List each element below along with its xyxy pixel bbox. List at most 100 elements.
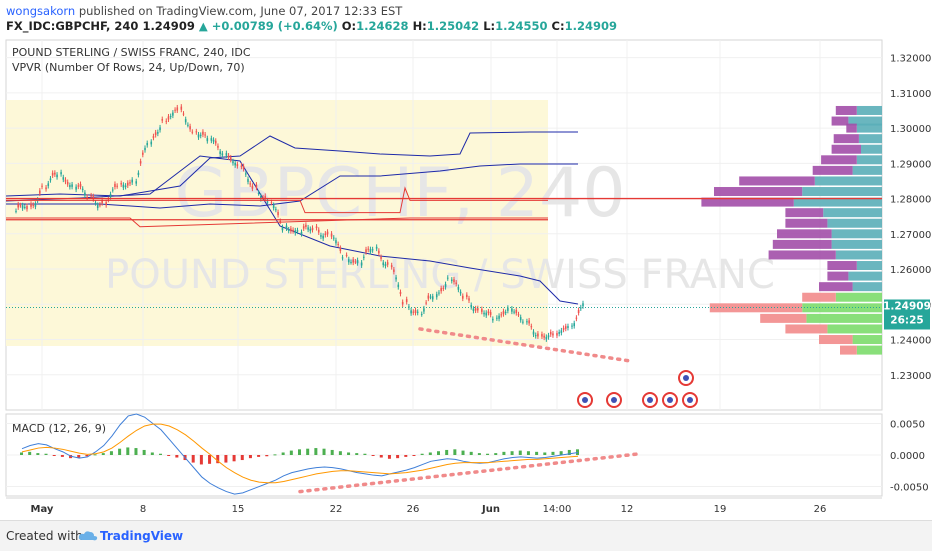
candle-body — [279, 220, 282, 222]
candle-body — [90, 195, 92, 197]
macd-histogram-bar — [461, 450, 465, 455]
candle-body — [440, 288, 442, 292]
tradingview-link[interactable]: TradingView — [100, 529, 184, 543]
candle-body — [446, 277, 449, 279]
candle-body — [552, 333, 554, 336]
candle-body — [442, 287, 445, 289]
event-markers[interactable] — [577, 370, 698, 408]
vpvr-up-bar — [831, 239, 882, 249]
macd-axis[interactable]: 0.0050 0.0000 -0.0050 — [890, 419, 929, 493]
candle-body — [51, 172, 54, 176]
vpvr-up-bar — [802, 303, 882, 313]
price-tick-label: 1.24000 — [890, 336, 931, 347]
candle-body — [210, 138, 213, 141]
candle-body — [131, 179, 133, 183]
vpvr-down-bar — [827, 271, 849, 281]
date-range-highlight[interactable] — [6, 100, 548, 346]
candle-body — [69, 185, 71, 188]
macd-histogram-bar — [28, 451, 32, 455]
candle-body — [322, 235, 324, 239]
candle-body — [146, 143, 149, 146]
vpvr-down-bar — [846, 123, 857, 133]
time-axis[interactable]: May 8 15 22 26 Jun 14:00 12 19 26 — [6, 497, 882, 515]
macd-histogram-bar — [551, 451, 555, 455]
macd-histogram-bar — [232, 455, 236, 462]
macd-histogram-bar — [109, 451, 113, 455]
price-tick-label: 1.30000 — [890, 124, 931, 135]
candle-body — [324, 233, 327, 236]
vpvr-up-bar — [835, 292, 882, 302]
candle-body — [498, 315, 500, 319]
candle-body — [453, 279, 455, 283]
vpvr-down-bar — [785, 208, 824, 218]
candle-body — [547, 335, 550, 338]
macd-histogram-bar — [93, 454, 97, 456]
macd-histogram-bar — [330, 449, 334, 455]
candle-body — [247, 178, 249, 182]
macd-histogram-bar — [44, 453, 48, 455]
candle-body — [116, 185, 118, 187]
macd-histogram-bar — [36, 453, 40, 455]
horizontal-levels[interactable] — [6, 186, 882, 228]
vpvr-up-bar — [856, 261, 882, 271]
macd-tick-label: -0.0050 — [890, 483, 929, 494]
vpvr-down-bar — [819, 282, 853, 292]
candle-body — [305, 224, 307, 227]
candle-body — [272, 204, 275, 209]
macd-histogram-bar — [445, 449, 449, 455]
candle-body — [66, 181, 69, 185]
candle-body — [204, 134, 206, 136]
candle-body — [41, 185, 43, 187]
candle-body — [582, 303, 584, 307]
candle-body — [189, 126, 191, 130]
candle-body — [472, 308, 475, 311]
candle-body — [405, 299, 408, 303]
candle-body — [444, 284, 447, 288]
macd-tick-label: 0.0050 — [890, 419, 925, 430]
vpvr-down-bar — [772, 239, 832, 249]
candle-body — [382, 262, 385, 266]
price-axis[interactable]: 1.32000 1.31000 1.30000 1.29000 1.28000 1.270… — [890, 54, 931, 382]
macd-histogram-bar — [52, 455, 56, 456]
candle-body — [120, 183, 122, 185]
candle-body — [21, 205, 24, 209]
symbol-label: FX_IDC:GBPCHF, 240 — [6, 19, 139, 33]
candle-body — [556, 333, 558, 336]
vpvr-histogram — [701, 105, 882, 355]
macd-histogram-bar — [224, 455, 228, 463]
candle-body — [202, 131, 204, 135]
candle-body — [577, 310, 580, 314]
candle-body — [378, 250, 380, 254]
chart-area[interactable]: GBPCHF, 240 POUND STERLING / SWISS FRANC… — [0, 36, 932, 520]
candle-body — [386, 262, 389, 265]
candle-body — [487, 311, 490, 313]
macd-histogram-bar — [510, 451, 514, 455]
candle-body — [332, 237, 335, 239]
macd-histogram-bar — [77, 455, 81, 458]
support-trendline[interactable] — [418, 327, 630, 363]
candle-body — [39, 190, 41, 194]
macd-histogram-bar — [535, 451, 539, 455]
candle-body — [114, 183, 116, 188]
candle-body — [290, 228, 292, 232]
publish-info: wongsakorn published on TradingView.com,… — [6, 4, 402, 18]
chart-svg[interactable]: GBPCHF, 240 POUND STERLING / SWISS FRANC… — [0, 36, 932, 520]
ohlc-open: 1.24628 — [356, 19, 409, 33]
macd-histogram-bar — [199, 455, 203, 465]
candle-body — [45, 187, 47, 190]
candle-body — [352, 259, 354, 263]
candle-body — [580, 307, 582, 309]
candle-body — [496, 317, 498, 319]
candle-body — [423, 308, 425, 312]
candle-body — [365, 249, 367, 253]
macd-histogram-bar — [494, 453, 498, 455]
macd-trendline[interactable] — [298, 451, 642, 494]
candle-body — [431, 296, 434, 300]
candle-body — [84, 192, 86, 196]
candle-body — [455, 282, 457, 285]
macd-histogram-bar — [142, 449, 146, 455]
ichimoku-lines — [5, 131, 579, 305]
symbol-quote: FX_IDC:GBPCHF, 240 1.24909 ▲ +0.00789 (+… — [6, 19, 617, 33]
candle-body — [159, 127, 161, 131]
author-link[interactable]: wongsakorn — [6, 4, 76, 18]
